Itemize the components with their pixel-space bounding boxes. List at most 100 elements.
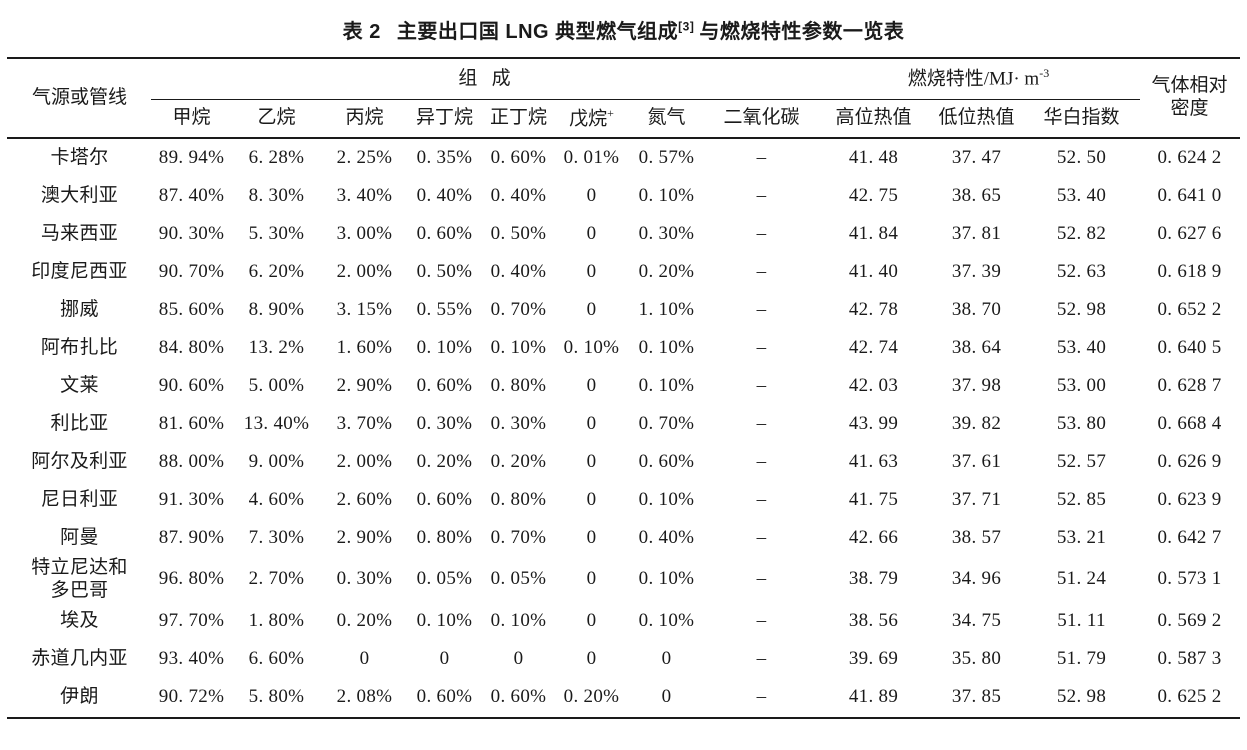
table-body: 卡塔尔 89. 94% 6. 28% 2. 25% 0. 35% 0. 60% … bbox=[7, 138, 1240, 719]
row-country: 马来西亚 bbox=[40, 222, 119, 244]
cell-propane: 3. 15% bbox=[336, 298, 393, 320]
col-header-nbutane: 正丁烷 bbox=[481, 99, 556, 139]
cell-ethane: 7. 30% bbox=[248, 526, 305, 548]
cell-lhv: 37. 85 bbox=[929, 678, 1024, 719]
table-row: 挪威 85. 60% 8. 90% 3. 15% 0. 55% 0. 70% 0… bbox=[7, 291, 1239, 329]
cell-hhv: 42. 66 bbox=[848, 526, 899, 548]
row-country: 卡塔尔 bbox=[50, 146, 109, 168]
cell-lhv: 38. 64 bbox=[951, 336, 1002, 358]
cell-density: 0. 624 2 bbox=[1157, 146, 1222, 168]
cell-propane: 2. 00% bbox=[336, 450, 393, 472]
cell-nbutane: 0. 70% bbox=[490, 298, 547, 320]
table-row: 印度尼西亚 90. 70% 6. 20% 2. 00% 0. 50% 0. 40… bbox=[7, 253, 1239, 291]
col-header-isobutane: 异丁烷 bbox=[407, 99, 482, 139]
cell-isobutane: 0. 30% bbox=[416, 412, 473, 434]
cell-nitrogen: 0. 10% bbox=[638, 610, 695, 632]
cell-lhv: 39. 82 bbox=[951, 412, 1002, 434]
cell-wobbe: 51. 11 bbox=[1057, 610, 1106, 632]
cell-pentane: 0 bbox=[586, 488, 597, 510]
pentane-plus-sup: + bbox=[607, 105, 614, 120]
cell-ethane: 5. 80% bbox=[231, 678, 322, 719]
cell-lhv: 38. 65 bbox=[951, 184, 1002, 206]
row-country: 利比亚 bbox=[50, 412, 109, 434]
cell-density: 0. 573 1 bbox=[1157, 568, 1222, 590]
cell-wobbe: 51. 24 bbox=[1056, 568, 1107, 590]
cell-ethane: 9. 00% bbox=[248, 450, 305, 472]
cell-wobbe: 53. 40 bbox=[1056, 184, 1107, 206]
cell-lhv: 38. 57 bbox=[951, 526, 1002, 548]
cell-pentane: 0 bbox=[586, 374, 597, 396]
cell-wobbe: 53. 21 bbox=[1056, 526, 1107, 548]
cell-lhv: 34. 96 bbox=[951, 568, 1002, 590]
cell-wobbe: 52. 85 bbox=[1056, 488, 1107, 510]
cell-co2: – bbox=[756, 374, 767, 396]
cell-hhv: 38. 56 bbox=[848, 610, 899, 632]
cell-nitrogen: 0. 30% bbox=[638, 222, 695, 244]
cell-wobbe: 53. 00 bbox=[1056, 374, 1107, 396]
cell-nbutane: 0. 80% bbox=[490, 488, 547, 510]
table-row: 阿布扎比 84. 80% 13. 2% 1. 60% 0. 10% 0. 10%… bbox=[7, 329, 1239, 367]
cell-propane: 0 bbox=[359, 648, 370, 670]
cell-methane: 91. 30% bbox=[158, 488, 225, 510]
cell-nbutane: 0. 05% bbox=[490, 568, 547, 590]
cell-density: 0. 641 0 bbox=[1157, 184, 1222, 206]
cell-density: 0. 587 3 bbox=[1157, 648, 1222, 670]
cell-ethane: 5. 30% bbox=[248, 222, 305, 244]
col-header-wobbe: 华白指数 bbox=[1023, 99, 1140, 139]
cell-density: 0. 625 2 bbox=[1139, 678, 1240, 719]
table-number: 表 2 bbox=[342, 21, 381, 43]
col-header-hhv: 高位热值 bbox=[817, 99, 930, 139]
cell-pentane: 0 bbox=[586, 184, 597, 206]
col-header-source: 气源或管线 bbox=[7, 58, 152, 139]
cell-methane: 85. 60% bbox=[158, 298, 225, 320]
cell-co2: – bbox=[756, 336, 767, 358]
table-row: 尼日利亚 91. 30% 4. 60% 2. 60% 0. 60% 0. 80%… bbox=[7, 481, 1239, 519]
cell-ethane: 8. 30% bbox=[248, 184, 305, 206]
table-row: 马来西亚 90. 30% 5. 30% 3. 00% 0. 60% 0. 50%… bbox=[7, 215, 1239, 253]
row-country: 挪威 bbox=[60, 298, 99, 320]
cell-pentane: 0. 10% bbox=[563, 336, 620, 358]
cell-lhv: 37. 98 bbox=[951, 374, 1002, 396]
cell-nbutane: 0 bbox=[513, 648, 524, 670]
cell-nitrogen: 0. 10% bbox=[638, 184, 695, 206]
cell-nitrogen: 0. 10% bbox=[638, 488, 695, 510]
table-header: 气源或管线 组 成 燃烧特性/MJ· m-3 气体相对 密度 甲烷 乙烷 丙烷 … bbox=[7, 58, 1240, 139]
cell-density: 0. 627 6 bbox=[1157, 222, 1222, 244]
cell-ethane: 6. 20% bbox=[248, 260, 305, 282]
cell-pentane: 0 bbox=[586, 222, 597, 244]
cell-nitrogen: 0. 70% bbox=[638, 412, 695, 434]
table-row: 赤道几内亚 93. 40% 6. 60% 0 0 0 0 0 – 39. 69 … bbox=[7, 641, 1239, 679]
cell-lhv: 37. 81 bbox=[951, 222, 1002, 244]
cell-hhv: 41. 40 bbox=[848, 260, 899, 282]
cell-isobutane: 0. 60% bbox=[407, 678, 482, 719]
cell-propane: 3. 70% bbox=[336, 412, 393, 434]
pentane-label: 戊烷 bbox=[569, 108, 608, 130]
cell-nitrogen: 0. 20% bbox=[638, 260, 695, 282]
cell-methane: 97. 70% bbox=[158, 610, 225, 632]
cell-lhv: 38. 70 bbox=[951, 298, 1002, 320]
cell-nitrogen: 0 bbox=[627, 678, 706, 719]
cell-isobutane: 0. 10% bbox=[416, 336, 473, 358]
cell-isobutane: 0. 20% bbox=[416, 450, 473, 472]
cell-pentane: 0 bbox=[586, 526, 597, 548]
cell-propane: 2. 60% bbox=[336, 488, 393, 510]
col-header-ethane: 乙烷 bbox=[231, 99, 322, 139]
table-title-text: 主要出口国 LNG 典型燃气组成 bbox=[396, 21, 679, 43]
cell-co2: – bbox=[756, 260, 767, 282]
cell-co2: – bbox=[756, 146, 767, 168]
cell-pentane: 0 bbox=[586, 260, 597, 282]
cell-lhv: 34. 75 bbox=[951, 610, 1002, 632]
row-country: 埃及 bbox=[60, 610, 99, 632]
col-group-composition: 组 成 bbox=[151, 58, 818, 100]
cell-nitrogen: 0. 57% bbox=[638, 146, 695, 168]
combustion-group-exponent: -3 bbox=[1039, 66, 1050, 81]
cell-methane: 81. 60% bbox=[158, 412, 225, 434]
cell-nitrogen: 0. 60% bbox=[638, 450, 695, 472]
cell-co2: – bbox=[756, 298, 767, 320]
col-header-lhv: 低位热值 bbox=[929, 99, 1024, 139]
cell-propane: 3. 40% bbox=[336, 184, 393, 206]
cell-propane: 1. 60% bbox=[336, 336, 393, 358]
cell-isobutane: 0. 60% bbox=[416, 488, 473, 510]
cell-co2: – bbox=[756, 526, 767, 548]
cell-isobutane: 0. 05% bbox=[416, 568, 473, 590]
